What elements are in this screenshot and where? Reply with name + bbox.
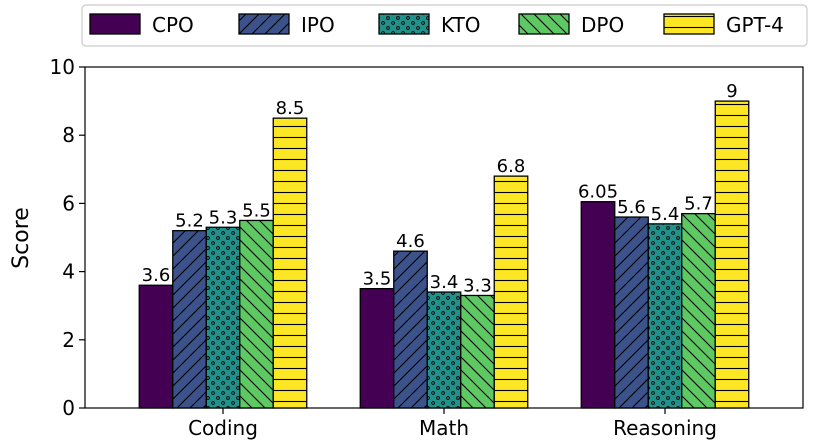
value-label: 5.2 xyxy=(175,211,204,232)
legend-item-dpo: DPO xyxy=(518,13,624,37)
legend-swatch xyxy=(89,13,141,35)
x-tick-label: Coding xyxy=(188,416,258,440)
value-label: 9 xyxy=(726,81,737,102)
value-label: 5.4 xyxy=(651,204,680,225)
bar-gpt-4-math xyxy=(493,175,529,409)
y-tick-label: 10 xyxy=(50,55,75,79)
legend-label: GPT-4 xyxy=(726,13,784,37)
legend-swatch xyxy=(663,13,715,35)
bar-kto-math xyxy=(426,291,462,409)
y-axis-label: Score xyxy=(9,207,34,269)
value-label: 3.3 xyxy=(463,275,492,296)
value-label: 5.7 xyxy=(684,194,713,215)
legend-item-gpt-4: GPT-4 xyxy=(663,13,784,37)
bar-gpt-4-reasoning xyxy=(714,100,750,409)
legend-swatch xyxy=(378,13,430,35)
y-tick-label: 6 xyxy=(62,191,75,215)
legend-item-ipo: IPO xyxy=(238,13,335,37)
y-tick-label: 2 xyxy=(62,328,75,352)
legend-label: IPO xyxy=(301,13,335,37)
legend-label: CPO xyxy=(152,13,194,37)
value-label: 6.8 xyxy=(497,156,526,177)
value-label: 3.4 xyxy=(430,272,459,293)
y-tick-label: 8 xyxy=(62,123,75,147)
y-tick-label: 0 xyxy=(62,396,75,420)
x-tick-label: Math xyxy=(419,416,469,440)
bar-cpo-reasoning xyxy=(580,201,616,409)
value-label: 4.6 xyxy=(396,231,425,252)
bar-kto-coding xyxy=(205,226,241,409)
bar-ipo-reasoning xyxy=(614,216,649,409)
bar-dpo-math xyxy=(460,294,495,409)
legend-swatch xyxy=(518,13,570,35)
legend-item-kto: KTO xyxy=(378,13,481,37)
bar-kto-reasoning xyxy=(647,223,683,409)
value-label: 6.05 xyxy=(578,182,618,203)
bar-gpt-4-coding xyxy=(272,117,308,409)
value-label: 3.6 xyxy=(142,265,171,286)
legend-swatch xyxy=(238,13,290,35)
legend-label: KTO xyxy=(441,13,481,37)
x-tick-label: Reasoning xyxy=(613,416,717,440)
bar-dpo-coding xyxy=(239,219,274,409)
bar-ipo-math xyxy=(393,250,428,409)
legend-label: DPO xyxy=(581,13,624,37)
value-label: 3.5 xyxy=(363,269,392,290)
bar-cpo-coding xyxy=(138,284,174,409)
bar-cpo-math xyxy=(359,287,395,409)
value-label: 5.3 xyxy=(209,207,238,228)
y-tick-label: 4 xyxy=(62,260,75,284)
value-label: 5.5 xyxy=(242,200,271,221)
legend: CPO IPO KTO DPO GPT-4 xyxy=(81,4,808,47)
bar-ipo-coding xyxy=(172,230,207,409)
value-label: 8.5 xyxy=(276,98,305,119)
value-label: 5.6 xyxy=(617,197,646,218)
legend-item-cpo: CPO xyxy=(89,13,194,37)
bar-dpo-reasoning xyxy=(681,212,716,409)
